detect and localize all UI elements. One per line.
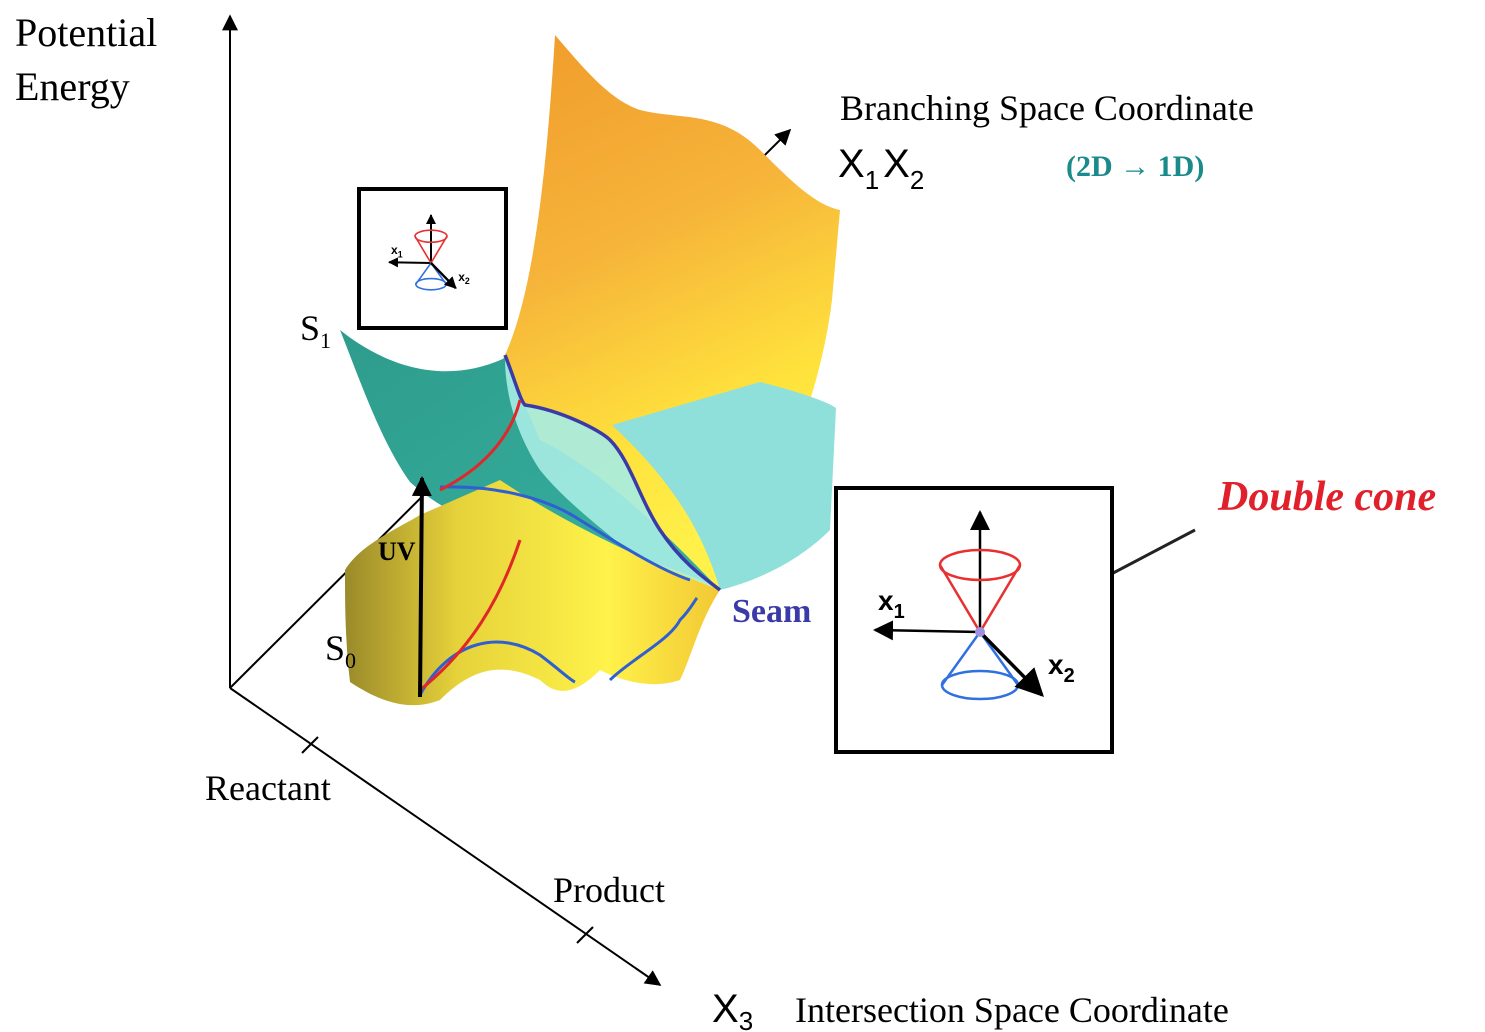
symbol-base: S bbox=[300, 308, 320, 348]
symbol-base: x bbox=[391, 243, 398, 257]
inset-box bbox=[359, 189, 506, 328]
symbol-base: X bbox=[838, 142, 865, 186]
inset-axis bbox=[389, 262, 431, 263]
symbol-base: X bbox=[712, 987, 739, 1031]
symbol-sub: 1 bbox=[320, 328, 331, 353]
symbol-sub: 3 bbox=[739, 1006, 753, 1032]
symbol-sub: 1 bbox=[398, 249, 403, 259]
symbol-base: S bbox=[325, 628, 345, 668]
seam-label: Seam bbox=[732, 593, 811, 630]
symbol-sub: 1 bbox=[894, 601, 905, 623]
symbol-sub: 1 bbox=[865, 165, 879, 195]
symbol-sub: 2 bbox=[910, 165, 924, 195]
diagram: Potential Energy Branching Space Coordin… bbox=[0, 0, 1485, 1032]
symbol-base: x bbox=[878, 585, 894, 616]
intersection-axis bbox=[230, 688, 660, 985]
symbol-base: X bbox=[883, 142, 910, 186]
product-label: Product bbox=[553, 870, 665, 910]
intersection-point bbox=[975, 627, 985, 637]
energy-label: Energy bbox=[15, 64, 130, 109]
reactant-label: Reactant bbox=[205, 768, 331, 808]
uv-label: UV bbox=[378, 537, 416, 566]
branching-note: (2D → 1D) bbox=[1066, 150, 1204, 183]
uv-arrow bbox=[420, 478, 422, 697]
s1-label: S1 bbox=[300, 308, 331, 353]
symbol-sub: 2 bbox=[465, 276, 470, 286]
symbol-base: x bbox=[1048, 649, 1064, 680]
energy-label: Potential bbox=[15, 10, 157, 55]
intersection-symbol: X3 bbox=[712, 987, 753, 1032]
symbol-sub: 0 bbox=[345, 648, 356, 673]
intersection-label: Intersection Space Coordinate bbox=[795, 990, 1229, 1030]
symbol-base: x bbox=[458, 270, 465, 284]
callout-label: Double cone bbox=[1217, 474, 1436, 520]
symbol-sub: 2 bbox=[1064, 665, 1075, 687]
branching-label: Branching Space Coordinate bbox=[840, 88, 1254, 128]
